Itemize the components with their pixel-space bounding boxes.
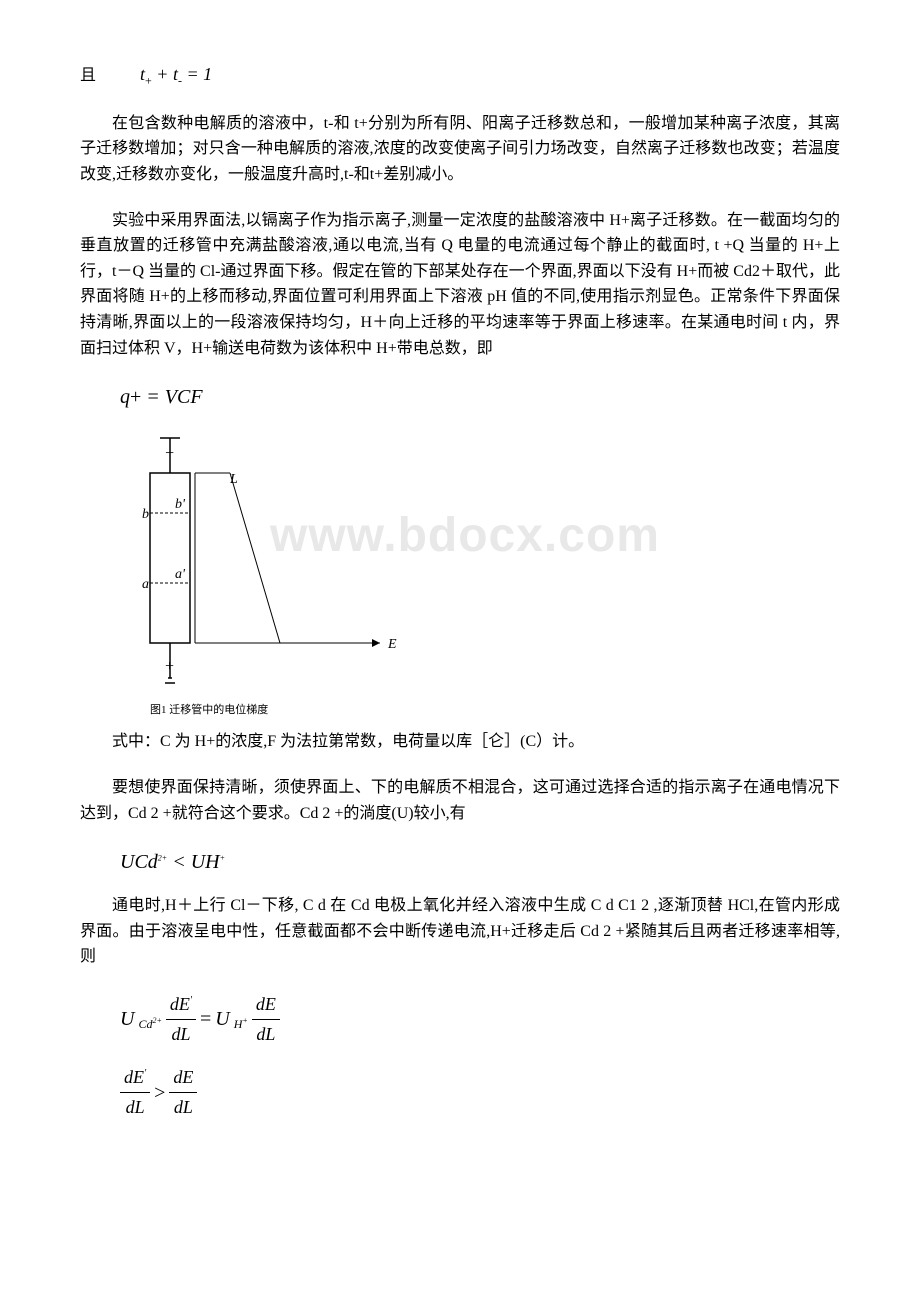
formula-eq-4: UCd2+ dE' dL = UH+ dE dL: [120, 990, 840, 1049]
formula-label: 且: [80, 63, 140, 89]
formula-eq-2: q+ = VCF: [120, 381, 840, 413]
label-E: E: [387, 637, 397, 652]
formula-row-1: 且 t+ + t- = 1: [80, 60, 840, 91]
paragraph-1: 在包含数种电解质的溶液中，t-和 t+分别为所有阴、阳离子迁移数总和，一般增加某…: [80, 111, 840, 188]
label-b2: b': [175, 497, 186, 512]
minus-icon: −: [165, 445, 174, 462]
label-a: a: [142, 577, 149, 592]
label-L: L: [229, 472, 238, 487]
formula-eq-3: UCd2+ < UH+: [120, 846, 840, 878]
label-a2: a': [175, 567, 186, 582]
diagram-caption: 图1 迁移管中的电位梯度: [150, 702, 840, 720]
paragraph-3: 式中：C 为 H+的浓度,F 为法拉第常数，电荷量以库［仑］(C）计。: [80, 729, 840, 755]
paragraph-5: 通电时,H＋上行 Cl－下移, C d 在 Cd 电极上氧化并经入溶液中生成 C…: [80, 893, 840, 970]
formula-eq-5: dE' dL > dE dL: [120, 1063, 840, 1122]
diagram-svg: b b' a a' L E − +: [120, 428, 440, 688]
label-b: b: [142, 507, 149, 522]
paragraph-2: 实验中采用界面法,以镉离子作为指示离子,测量一定浓度的盐酸溶液中 H+离子迁移数…: [80, 208, 840, 362]
formula-eq-1: t+ + t- = 1: [140, 60, 212, 91]
paragraph-4: 要想使界面保持清晰，须使界面上、下的电解质不相混合，这可通过选择合适的指示离子在…: [80, 775, 840, 826]
diagram-tube: www.bdocx.com b b' a a' L E − + 图1 迁移管中的…: [120, 428, 840, 719]
plus-icon: +: [165, 658, 174, 675]
